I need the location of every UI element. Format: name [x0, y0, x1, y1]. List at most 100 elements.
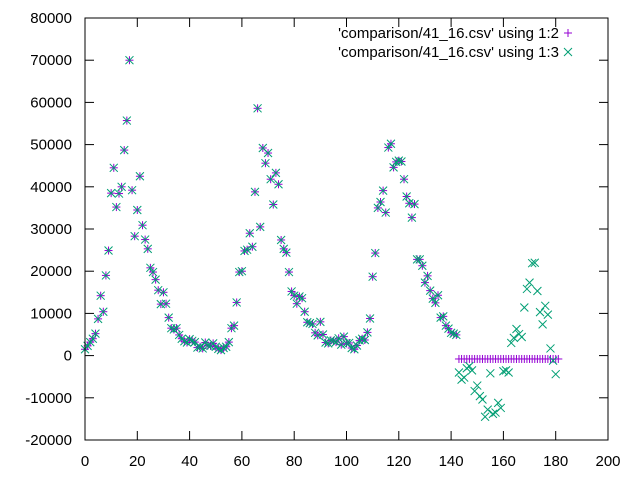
x-tick-label: 20: [129, 453, 146, 470]
data-point: [554, 354, 563, 363]
data-point: [237, 266, 247, 276]
data-point: [449, 329, 459, 339]
data-point: [483, 405, 493, 414]
data-point: [172, 323, 181, 333]
data-point: [198, 344, 208, 353]
data-point: [91, 329, 100, 339]
data-point: [548, 356, 558, 366]
data-point: [535, 307, 545, 317]
data-point: [451, 330, 461, 340]
data-point: [363, 328, 372, 337]
data-point: [305, 318, 315, 328]
data-point: [360, 335, 370, 345]
data-point: [180, 336, 189, 346]
data-point: [478, 395, 487, 404]
data-point: [506, 338, 516, 348]
data-point: [104, 246, 113, 255]
data-point: [446, 328, 456, 338]
data-point: [370, 248, 380, 258]
series-2: [80, 55, 561, 422]
data-point: [159, 287, 168, 297]
data-point: [389, 163, 398, 172]
data-point: [365, 314, 375, 323]
x-tick-label: 80: [286, 453, 303, 470]
data-point: [504, 368, 513, 377]
x-tick-label: 160: [491, 453, 516, 470]
data-point: [339, 332, 349, 341]
data-point: [334, 333, 344, 343]
data-point: [407, 213, 417, 222]
data-point: [376, 197, 385, 207]
data-point: [302, 317, 312, 327]
data-point: [287, 287, 296, 296]
data-point: [417, 261, 427, 271]
legend-marker: [564, 29, 572, 37]
data-point: [185, 334, 194, 344]
data-point: [313, 330, 323, 340]
data-point: [540, 301, 550, 311]
y-tick-label: 60000: [30, 94, 72, 111]
data-point: [378, 186, 388, 195]
data-point: [315, 317, 325, 327]
data-point: [221, 342, 231, 352]
data-point: [214, 344, 223, 354]
data-point: [96, 291, 106, 301]
data-point: [308, 319, 317, 329]
y-tick-label: 10000: [30, 305, 72, 322]
data-point: [112, 202, 121, 212]
data-point: [412, 255, 422, 264]
data-point: [153, 285, 163, 295]
legend-label: 'comparison/41_16.csv' using 1:3: [338, 44, 559, 61]
data-point: [234, 267, 244, 277]
data-point: [125, 55, 134, 65]
data-point: [410, 199, 419, 209]
data-point: [533, 286, 542, 296]
y-tick-label: -20000: [25, 432, 72, 449]
data-point: [135, 171, 145, 181]
y-tick-label: -10000: [25, 390, 72, 407]
data-point: [203, 341, 213, 350]
data-point: [98, 307, 108, 317]
data-point: [106, 188, 116, 198]
data-point: [415, 255, 425, 264]
data-point: [245, 228, 255, 238]
data-point: [130, 231, 140, 241]
y-tick-label: 40000: [30, 179, 72, 196]
data-point: [344, 338, 354, 348]
data-point: [459, 373, 469, 382]
data-point: [551, 369, 561, 379]
legend-label: 'comparison/41_16.csv' using 1:2: [338, 25, 559, 42]
data-point: [151, 275, 160, 284]
data-point: [394, 156, 404, 165]
x-tick-label: 100: [334, 453, 359, 470]
data-point: [472, 381, 482, 390]
data-point: [381, 208, 391, 217]
legend-item: 'comparison/41_16.csv' using 1:2: [338, 25, 572, 42]
data-point: [331, 337, 341, 347]
data-point: [122, 116, 132, 125]
data-point: [402, 192, 411, 201]
y-tick-label: 80000: [30, 10, 72, 27]
data-point: [386, 139, 396, 149]
data-point: [195, 342, 205, 352]
data-point: [187, 336, 197, 346]
data-point: [148, 267, 158, 277]
data-point: [318, 330, 328, 339]
x-tick-label: 60: [234, 453, 251, 470]
data-point: [349, 344, 359, 354]
data-point: [119, 145, 129, 155]
data-point: [352, 341, 362, 350]
data-point: [530, 258, 540, 268]
data-point: [347, 343, 357, 353]
data-point: [174, 330, 184, 340]
data-point: [397, 157, 406, 166]
y-tick-label: 70000: [30, 52, 72, 69]
data-point: [525, 278, 534, 287]
data-point: [255, 222, 265, 232]
data-point: [509, 333, 519, 343]
data-point: [543, 310, 553, 320]
data-point: [485, 368, 495, 378]
data-point: [248, 242, 257, 252]
data-point: [279, 244, 289, 254]
